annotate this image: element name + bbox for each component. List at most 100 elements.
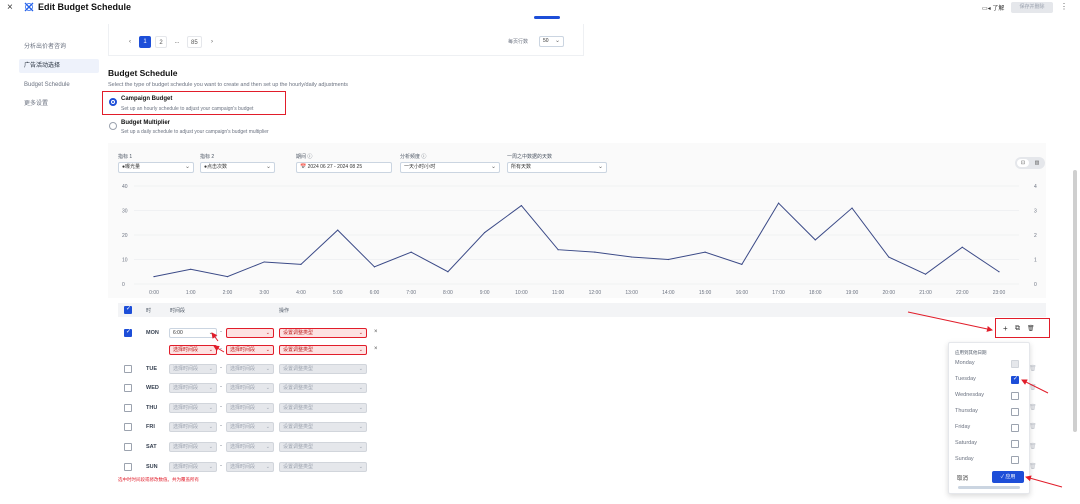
- delete-icon[interactable]: 🗑: [1029, 424, 1037, 430]
- popover-day-checkbox[interactable]: [1011, 424, 1019, 432]
- page-1-button[interactable]: 1: [139, 36, 151, 48]
- start-time-select[interactable]: 选择时间段 ⌄: [169, 442, 217, 452]
- metric2-select[interactable]: ●点击次数 ⌄: [200, 162, 275, 173]
- page-scrollbar[interactable]: [1073, 170, 1077, 432]
- start-time-value: 选择时间段: [173, 385, 199, 391]
- adjust-type-select[interactable]: 设置调整类型 ⌄: [279, 364, 367, 374]
- end-time-select[interactable]: 选择时间段 ⌄: [226, 403, 274, 413]
- chevron-down-icon: ⌄: [265, 385, 270, 391]
- apply-button[interactable]: ✓ 应用: [992, 471, 1024, 483]
- delete-icon[interactable]: 🗑: [1029, 385, 1037, 391]
- start-time-select[interactable]: 选择时间段 ⌄: [169, 462, 217, 472]
- end-time-select[interactable]: ⌄: [226, 328, 274, 338]
- delete-icon[interactable]: 🗑: [1027, 326, 1035, 332]
- end-time-select[interactable]: 选择时间段 ⌄: [226, 442, 274, 452]
- end-time-select[interactable]: 选择时间段 ⌄: [226, 345, 274, 355]
- budget-multiplier-radio[interactable]: [109, 122, 117, 130]
- prev-page-button[interactable]: ‹: [129, 39, 131, 45]
- copy-icon[interactable]: ⧉: [1015, 325, 1020, 332]
- data-point: [777, 202, 780, 204]
- start-time-select[interactable]: 选择时间段 ⌄: [169, 383, 217, 393]
- help-button[interactable]: ▭◂ 了解: [982, 3, 1004, 12]
- popover-day-checkbox[interactable]: [1011, 408, 1019, 416]
- adjust-type-select[interactable]: 设置调整类型 ⌄: [279, 422, 367, 432]
- start-time-select[interactable]: 选择时间段 ⌄: [169, 422, 217, 432]
- frequency-select[interactable]: 一天小时/小时 ⌄: [400, 162, 500, 173]
- sidebar-item-budget-schedule[interactable]: Budget Schedule: [24, 82, 70, 88]
- day-label: WED: [146, 385, 159, 391]
- start-time-select[interactable]: 选择时间段 ⌄: [169, 403, 217, 413]
- adjust-type-select[interactable]: 设置调整类型 ⌄: [279, 328, 367, 338]
- per-page-select[interactable]: 50 ⌄: [539, 36, 564, 47]
- adjust-type-select[interactable]: 设置调整类型 ⌄: [279, 345, 367, 355]
- delete-icon[interactable]: 🗑: [1029, 366, 1037, 372]
- adjust-type-select[interactable]: 设置调整类型 ⌄: [279, 442, 367, 452]
- popover-day-label: Saturday: [955, 440, 978, 446]
- data-point: [447, 271, 449, 273]
- y-left-tick-label: 0: [122, 282, 125, 288]
- next-page-button[interactable]: ›: [211, 39, 213, 45]
- more-icon[interactable]: ⋮: [1060, 2, 1068, 11]
- add-icon[interactable]: +: [1003, 324, 1008, 333]
- start-time-value: 选择时间段: [173, 464, 199, 470]
- remove-range-icon[interactable]: ×: [374, 329, 378, 335]
- row-checkbox[interactable]: [124, 384, 132, 392]
- table-view-icon[interactable]: ▥: [1034, 160, 1040, 166]
- row-checkbox[interactable]: [124, 463, 132, 471]
- row-checkbox[interactable]: [124, 328, 132, 337]
- end-time-select[interactable]: 选择时间段 ⌄: [226, 422, 274, 432]
- day-label: SUN: [146, 464, 158, 470]
- row-checkbox[interactable]: [124, 443, 132, 451]
- close-icon[interactable]: ×: [7, 2, 13, 13]
- x-tick-label: 11:00: [552, 290, 564, 296]
- adjust-type-select[interactable]: 设置调整类型 ⌄: [279, 462, 367, 472]
- data-point: [410, 251, 412, 253]
- popover-day-checkbox[interactable]: [1011, 440, 1019, 448]
- row-checkbox[interactable]: [124, 404, 132, 412]
- view-toggle[interactable]: ⊡ ▥: [1015, 157, 1045, 169]
- end-time-select[interactable]: 选择时间段 ⌄: [226, 364, 274, 374]
- popover-scrollbar[interactable]: [958, 486, 1020, 489]
- frequency-value: 一天小时/小时: [404, 164, 436, 170]
- sidebar-item-campaign-select[interactable]: 广告活动选择: [19, 59, 99, 73]
- cancel-button[interactable]: 取消: [957, 476, 969, 482]
- x-tick-label: 2:00: [223, 290, 233, 296]
- page-2-button[interactable]: 2: [155, 36, 167, 48]
- end-time-select[interactable]: 选择时间段 ⌄: [226, 383, 274, 393]
- popover-day-checkbox[interactable]: [1011, 375, 1019, 384]
- budget-multiplier-desc: Set up a daily schedule to adjust your c…: [121, 129, 269, 135]
- data-point: [557, 249, 559, 251]
- end-time-select[interactable]: 选择时间段 ⌄: [226, 462, 274, 472]
- adjust-type-value: 设置调整类型: [283, 405, 314, 411]
- col-action-header: 操作: [279, 308, 290, 314]
- y-right-tick-label: 4: [1034, 184, 1037, 190]
- campaign-budget-radio[interactable]: [109, 98, 117, 106]
- select-all-checkbox[interactable]: [124, 305, 132, 314]
- start-time-value: 选择时间段: [173, 347, 199, 353]
- action-highlight-box: [995, 318, 1050, 338]
- adjust-type-select[interactable]: 设置调整类型 ⌄: [279, 403, 367, 413]
- start-time-select[interactable]: 选择时间段 ⌄: [169, 364, 217, 374]
- delete-icon[interactable]: 🗑: [1029, 444, 1037, 450]
- sidebar-item-bid-analysis[interactable]: 分析出价者咨询: [24, 44, 67, 50]
- delete-icon[interactable]: 🗑: [1029, 405, 1037, 411]
- period-picker[interactable]: 📅 2024 06 27 - 2024 08 25: [296, 162, 392, 173]
- chevron-down-icon: ⌄: [358, 405, 363, 411]
- metric1-select[interactable]: ●曝光量 ⌄: [118, 162, 194, 173]
- popover-day-checkbox[interactable]: [1011, 456, 1019, 464]
- adjust-type-select[interactable]: 设置调整类型 ⌄: [279, 383, 367, 393]
- save-button[interactable]: 保存并删除: [1011, 2, 1053, 13]
- chevron-down-icon: ⌄: [358, 366, 363, 372]
- chevron-down-icon: ⌄: [208, 405, 213, 411]
- row-checkbox[interactable]: [124, 365, 132, 373]
- remove-range-icon[interactable]: ×: [374, 346, 378, 352]
- end-time-value: 选择时间段: [230, 405, 256, 411]
- days-select[interactable]: 所有天数 ⌄: [507, 162, 607, 173]
- chart-view-icon[interactable]: ⊡: [1017, 159, 1029, 167]
- delete-icon[interactable]: 🗑: [1029, 464, 1037, 470]
- sidebar-item-more-settings[interactable]: 更多设置: [24, 101, 49, 107]
- x-tick-label: 0:00: [149, 290, 159, 296]
- popover-day-checkbox[interactable]: [1011, 392, 1019, 400]
- row-checkbox[interactable]: [124, 423, 132, 431]
- page-85-button[interactable]: 85: [187, 36, 202, 48]
